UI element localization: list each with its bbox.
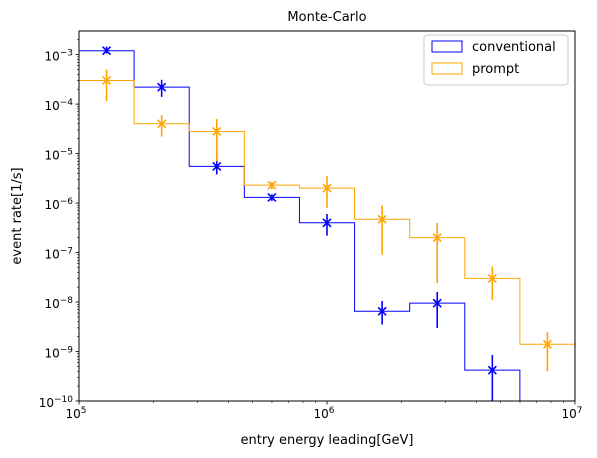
- y-tick-label-5: 10−5: [44, 148, 73, 163]
- legend-label-conventional: conventional: [472, 40, 556, 55]
- legend-frame: [423, 34, 569, 86]
- y-tick-label-4: 10−6: [44, 197, 73, 212]
- legend-swatch-prompt: [431, 62, 463, 75]
- x-axis: 105 106 107: [65, 401, 583, 421]
- marker-conventional-5: [377, 306, 387, 316]
- marker-conventional-0: [101, 46, 112, 56]
- x-axis-label: entry energy leading[GeV]: [241, 433, 414, 448]
- marker-prompt-1: [157, 119, 167, 129]
- y-tick-label-7: 10−3: [44, 49, 73, 64]
- y-axis-label: event rate[1/s]: [10, 167, 25, 264]
- marker-conventional-1: [157, 82, 167, 92]
- chart-title: Monte-Carlo: [287, 10, 366, 25]
- marker-conventional-2: [212, 161, 222, 171]
- marker-prompt-2: [212, 126, 222, 137]
- y-tick-label-6: 10−4: [44, 98, 73, 113]
- marker-prompt-3: [267, 180, 277, 190]
- legend-label-prompt: prompt: [472, 62, 519, 77]
- marker-prompt-8: [542, 339, 553, 349]
- y-tick-label-2: 10−8: [44, 296, 73, 311]
- y-tick-label-1: 10−9: [44, 346, 73, 361]
- marker-prompt-6: [432, 233, 442, 243]
- marker-prompt-4: [322, 183, 332, 193]
- marker-conventional-3: [267, 192, 277, 202]
- legend-swatch-conventional: [431, 40, 463, 53]
- x-tick-label-2: 107: [561, 406, 582, 421]
- marker-conventional-4: [322, 218, 332, 228]
- y-tick-label-3: 10−7: [44, 247, 73, 262]
- legend: conventional prompt: [423, 34, 569, 86]
- marker-conventional-6: [432, 298, 442, 308]
- x-tick-label-1: 106: [313, 406, 334, 421]
- marker-conventional-7: [487, 365, 497, 375]
- plot-area: [79, 46, 575, 401]
- x-tick-label-0: 105: [65, 406, 86, 421]
- y-tick-label-0: 10−10: [39, 395, 74, 410]
- marker-prompt-0: [101, 75, 112, 86]
- series-prompt: [79, 69, 575, 401]
- marker-prompt-5: [377, 214, 387, 224]
- marker-prompt-7: [487, 273, 497, 283]
- y-axis: 10−10 10−9 10−8 10−7 10−6 10−5 10−4 10−3: [39, 39, 79, 410]
